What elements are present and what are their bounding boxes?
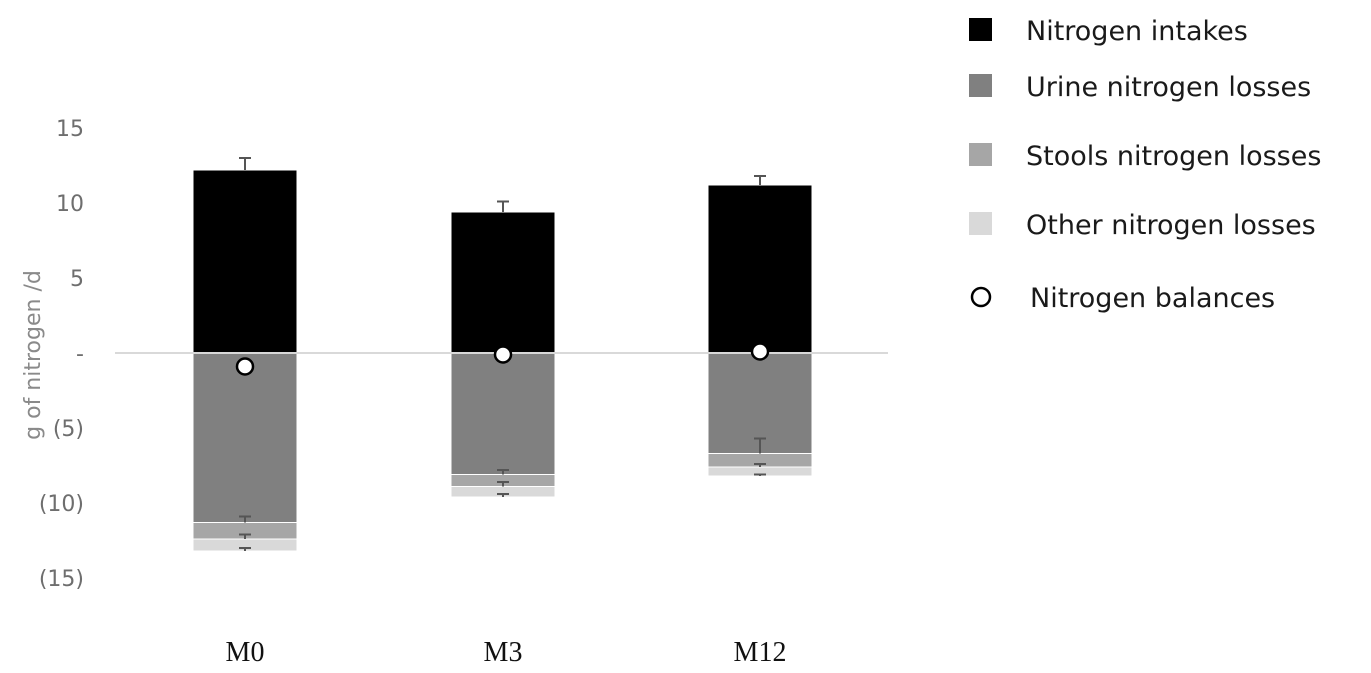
balance-marker — [750, 342, 770, 361]
bar-segment — [450, 352, 556, 475]
balance-marker — [493, 345, 513, 364]
bar-segment — [450, 211, 556, 354]
legend-swatch — [969, 18, 992, 41]
category-label: M12 — [734, 637, 787, 668]
y-tick-label: (15) — [39, 567, 84, 592]
legend-label: Nitrogen intakes — [1026, 16, 1248, 47]
bar-segment — [192, 352, 298, 523]
bar-segment — [707, 352, 813, 454]
y-tick-label: (5) — [53, 417, 84, 442]
legend-swatch — [969, 143, 992, 166]
legend-swatch — [969, 74, 992, 97]
y-tick-label: 5 — [70, 267, 84, 292]
balance-marker — [235, 357, 255, 376]
legend-balance-marker — [970, 286, 992, 308]
legend-swatch — [969, 212, 992, 235]
bar-segment — [707, 184, 813, 354]
y-tick-label: 15 — [56, 117, 84, 142]
legend-label: Other nitrogen losses — [1026, 210, 1316, 241]
legend-label: Stools nitrogen losses — [1026, 141, 1321, 172]
category-label: M3 — [484, 637, 523, 668]
y-tick-label: (10) — [39, 492, 84, 517]
legend-label: Nitrogen balances — [1030, 283, 1275, 314]
legend-label: Urine nitrogen losses — [1026, 72, 1311, 103]
y-tick-label: - — [76, 342, 84, 367]
bar-segment — [192, 169, 298, 354]
category-label: M0 — [226, 637, 265, 668]
y-axis-title: g of nitrogen /d — [21, 270, 46, 440]
y-tick-label: 10 — [56, 192, 84, 217]
